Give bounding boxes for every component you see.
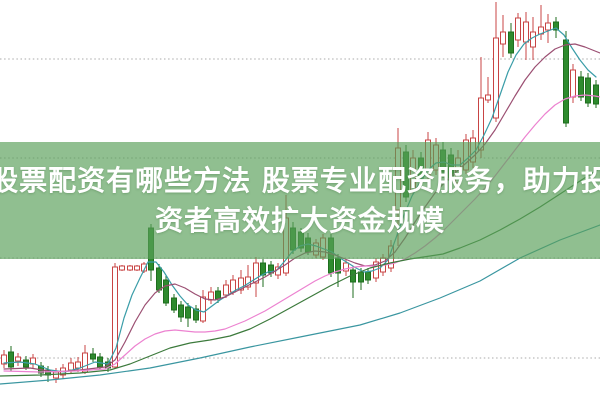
candle-up [208, 291, 214, 301]
candle-down [358, 271, 364, 283]
candle-down [563, 39, 569, 124]
candle-up [523, 21, 529, 43]
candle-up [500, 31, 506, 45]
candle-down [178, 304, 184, 318]
candle-up [53, 371, 59, 379]
candle-up [485, 94, 491, 101]
candle-up [127, 265, 133, 271]
candle-up [343, 262, 349, 272]
candle-up [68, 362, 74, 371]
candle-down [185, 306, 191, 319]
candle-down [508, 31, 514, 54]
candle-down [593, 84, 599, 105]
candle-up [223, 284, 229, 296]
candle-down [163, 279, 169, 304]
candle-down [553, 21, 559, 31]
candle-up [1, 354, 7, 365]
candle-down [156, 267, 162, 291]
headline-line-1: 股票配资有哪些方法 股票专业配资服务，助力投 [0, 163, 600, 197]
candle-up [253, 262, 259, 284]
candle-down [8, 351, 14, 368]
candle-down [215, 290, 221, 300]
ma-slow-teal-line [0, 224, 600, 385]
candle-down [90, 353, 96, 360]
candle-up [238, 277, 244, 291]
candle-down [365, 271, 371, 281]
candle-up [75, 361, 81, 369]
candle-up [530, 31, 536, 48]
candle-up [515, 17, 521, 41]
headline-overlay: 股票配资有哪些方法 股票专业配资服务，助力投 资者高效扩大资金规模 [0, 142, 600, 259]
candle-up [200, 296, 206, 322]
candle-up [119, 265, 125, 271]
candle-up [545, 22, 551, 31]
candle-down [171, 297, 177, 311]
candle-down [585, 77, 591, 104]
candle-up [15, 356, 21, 362]
candle-up [112, 266, 118, 368]
candle-down [193, 308, 199, 321]
candle-up [570, 69, 576, 98]
candle-up [134, 265, 140, 271]
headline-line-2: 资者高效扩大资金规模 [154, 203, 445, 237]
candle-up [493, 37, 499, 119]
candle-down [578, 76, 584, 98]
